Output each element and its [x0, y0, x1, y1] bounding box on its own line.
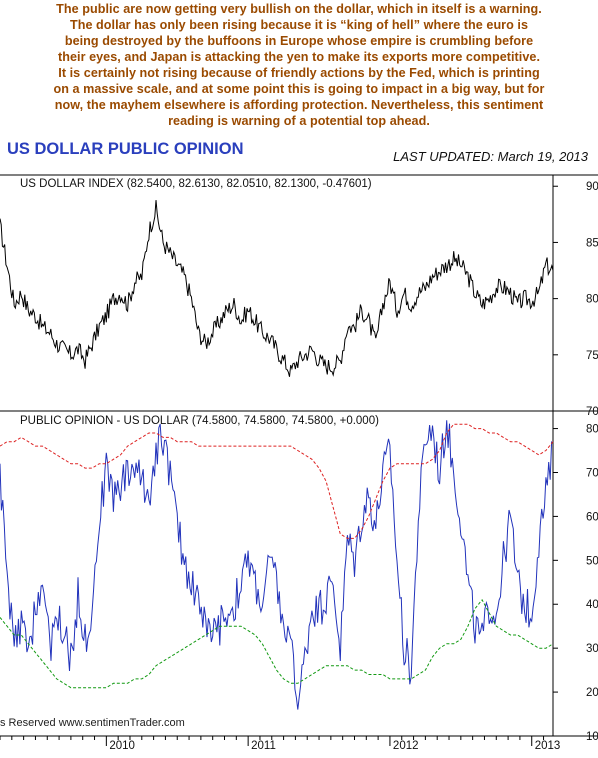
- y-tick-label: 80: [586, 294, 598, 306]
- public-opinion-line: [0, 420, 553, 710]
- x-tick-label: 2011: [251, 740, 276, 752]
- commentary-block: The public are now getting very bullish …: [0, 0, 598, 128]
- x-axis: 2010 2011 2012 2013: [0, 736, 560, 752]
- upper-band-line: [0, 423, 554, 539]
- dollar-index-plot: 90 85 80 75 70: [0, 181, 598, 418]
- lower-band-line: [0, 599, 554, 689]
- commentary-line: The dollar has only been rising because …: [69, 18, 529, 32]
- y-tick-label: 70: [586, 467, 598, 479]
- x-tick-label: 2012: [393, 740, 419, 752]
- x-tick-label: 2013: [535, 740, 561, 752]
- commentary-line: their eyes, and Japan is attacking the y…: [57, 50, 541, 64]
- y-tick-label: 75: [586, 350, 598, 362]
- y-tick-label: 90: [586, 181, 598, 193]
- y-tick-label: 80: [586, 424, 598, 436]
- x-tick-label: 2010: [109, 740, 135, 752]
- commentary-line: The public are now getting very bullish …: [56, 2, 542, 16]
- last-updated-label: LAST UPDATED: March 19, 2013: [393, 149, 588, 164]
- y-tick-label: 30: [586, 643, 598, 655]
- commentary-line: being destroyed by the buffoons in Europ…: [64, 34, 534, 48]
- commentary-line: on a massive scale, and at some point th…: [53, 82, 545, 96]
- y-tick-label: 60: [586, 511, 598, 523]
- commentary-line: It is certainly not rising because of fr…: [58, 66, 540, 80]
- y-tick-label: 50: [586, 555, 598, 567]
- commentary-line: reading is warning of a potential top ah…: [168, 114, 430, 128]
- y-tick-label: 70: [586, 406, 598, 418]
- chart-canvas: US DOLLAR INDEX (82.5400, 82.6130, 82.05…: [0, 174, 598, 752]
- y-tick-label: 85: [586, 237, 598, 249]
- y-tick-label: 20: [586, 687, 598, 699]
- dollar-index-line: [0, 200, 554, 377]
- y-tick-label: 40: [586, 599, 598, 611]
- y-tick-label: 10: [586, 731, 598, 743]
- commentary-line: now, the mayhem elsewhere is affording p…: [54, 98, 544, 112]
- chart-title: US DOLLAR PUBLIC OPINION: [7, 140, 244, 158]
- bottom-panel-label: PUBLIC OPINION - US DOLLAR (74.5800, 74.…: [20, 415, 379, 427]
- watermark-text: s Reserved www.sentimenTrader.com: [0, 717, 185, 729]
- public-opinion-plot: 80 70 60 50 40 30 20 10: [0, 420, 598, 743]
- top-panel-label: US DOLLAR INDEX (82.5400, 82.6130, 82.05…: [20, 178, 372, 190]
